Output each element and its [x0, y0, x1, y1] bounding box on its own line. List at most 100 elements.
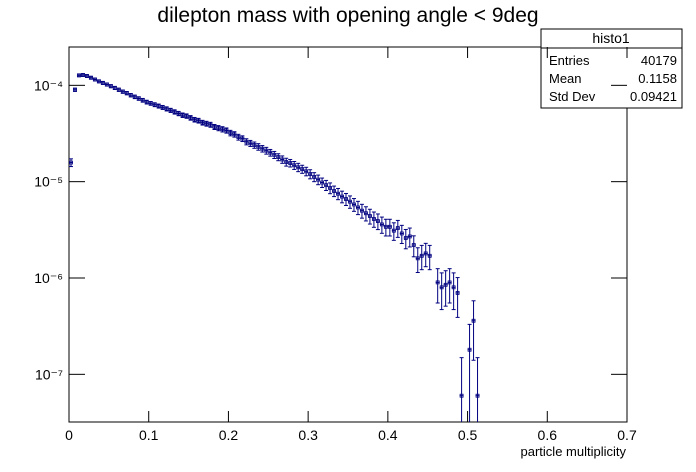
marker — [89, 75, 93, 80]
data-point — [292, 160, 297, 170]
data-point — [455, 277, 460, 318]
data-point — [216, 125, 221, 132]
data-point — [340, 190, 345, 204]
marker — [352, 202, 356, 207]
marker — [344, 197, 348, 201]
data-point — [160, 104, 165, 110]
data-point — [391, 222, 396, 241]
marker — [443, 282, 448, 287]
marker — [372, 217, 376, 221]
data-point — [72, 87, 77, 92]
data-point — [132, 94, 137, 100]
data-point — [88, 75, 93, 80]
marker — [104, 82, 109, 87]
marker — [260, 146, 265, 151]
stats-value: 40179 — [641, 53, 677, 68]
data-point — [136, 96, 141, 101]
data-point — [459, 357, 464, 422]
data-point — [248, 139, 253, 147]
data-point — [415, 247, 420, 274]
data-point — [104, 82, 109, 87]
marker — [128, 93, 133, 98]
marker — [272, 152, 277, 157]
data-point — [403, 228, 408, 250]
marker — [459, 393, 464, 398]
plot-frame — [68, 46, 628, 423]
marker — [308, 172, 313, 176]
data-point — [264, 146, 269, 155]
data-point — [252, 141, 257, 149]
marker — [156, 104, 161, 108]
axes: 0 0.1 0.2 0.3 0.4 0.5 0.6 0.7 10⁻⁷ 10⁻⁶ 10⁻⁵ 10⁻⁴ — [34, 47, 637, 443]
data-point — [228, 129, 233, 137]
marker — [336, 191, 340, 196]
marker — [132, 94, 137, 99]
data-point — [379, 216, 384, 234]
data-point — [355, 200, 360, 216]
marker — [108, 84, 113, 89]
chart-title: dilepton mass with opening angle < 9deg — [157, 4, 538, 27]
marker — [471, 318, 476, 323]
data-point — [443, 270, 448, 307]
data-point — [200, 119, 205, 126]
data-point — [427, 244, 432, 271]
data-point — [371, 211, 376, 228]
marker — [116, 87, 121, 92]
marker — [475, 393, 480, 398]
data-point — [84, 74, 89, 78]
marker — [399, 231, 404, 236]
data-point — [419, 244, 424, 271]
marker — [348, 199, 352, 204]
marker — [447, 280, 452, 285]
data-point — [224, 127, 229, 134]
marker — [192, 117, 197, 122]
data-point — [112, 85, 117, 91]
data-point — [304, 166, 309, 177]
data-point — [471, 300, 476, 361]
y-tick-label: 10⁻⁷ — [35, 366, 63, 382]
marker — [240, 136, 245, 141]
data-point — [467, 323, 472, 422]
marker — [320, 180, 324, 185]
marker — [296, 165, 301, 170]
x-tick-label: 0.3 — [298, 427, 318, 443]
marker — [81, 73, 85, 77]
marker — [184, 114, 189, 118]
data-point — [140, 97, 145, 103]
y-tick-label: 10⁻⁵ — [34, 174, 63, 190]
data-point — [192, 116, 197, 123]
marker — [268, 150, 273, 155]
marker — [196, 118, 201, 123]
data-point — [312, 172, 317, 183]
stats-title: histo1 — [592, 30, 630, 46]
marker — [228, 131, 233, 135]
data-point — [451, 272, 456, 311]
marker — [316, 177, 321, 182]
stats-value: 0.09421 — [630, 89, 677, 104]
data-point — [383, 218, 388, 237]
marker — [387, 224, 392, 229]
data-point — [260, 145, 265, 153]
marker — [93, 77, 97, 82]
marker — [280, 157, 285, 162]
data-point — [284, 157, 289, 167]
data-point — [180, 112, 185, 118]
data-point — [411, 235, 416, 258]
data-point — [184, 113, 189, 119]
data-point — [288, 158, 293, 168]
marker — [120, 89, 125, 94]
data-point — [164, 106, 169, 112]
stats-label: Entries — [549, 53, 590, 68]
data-point — [124, 90, 129, 96]
data-point — [208, 121, 213, 128]
x-tick-label: 0.4 — [378, 427, 398, 443]
stats-frame — [540, 28, 683, 109]
marker — [224, 128, 229, 133]
marker — [332, 189, 336, 193]
marker — [423, 251, 428, 256]
data-point — [256, 143, 261, 151]
marker — [391, 228, 396, 233]
marker — [256, 144, 261, 149]
marker — [455, 291, 460, 295]
data-point — [399, 224, 404, 245]
